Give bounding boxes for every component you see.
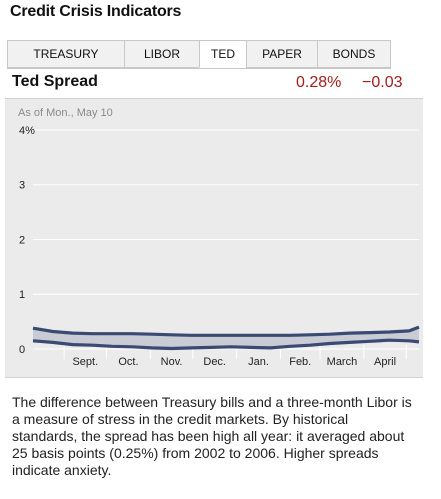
x-tick-label: March bbox=[327, 356, 358, 368]
widget-title: Credit Crisis Indicators bbox=[10, 3, 182, 20]
tab-paper[interactable]: PAPER bbox=[246, 40, 317, 68]
ted-spread-chart: As of Mon., May 10 0 1 2 3 4% Sept. Oct. Nov. De… bbox=[5, 98, 423, 378]
y-tick-label: 3 bbox=[19, 180, 25, 192]
lower-series-line bbox=[32, 338, 420, 351]
y-tick-label: 0 bbox=[19, 344, 25, 356]
x-tick-label: Sept. bbox=[72, 356, 98, 368]
credit-crisis-widget: Credit Crisis Indicators TREASURY LIBOR … bbox=[0, 3, 423, 478]
indicator-name: Ted Spread bbox=[12, 73, 98, 90]
x-tick-label: Dec. bbox=[203, 356, 226, 368]
chart-plot: 0 1 2 3 4% Sept. Oct. Nov. Dec. Jan. Feb. March Apri… bbox=[19, 125, 420, 368]
x-tick-label: April bbox=[374, 356, 396, 368]
x-tick-label: Oct. bbox=[118, 356, 138, 368]
tab-libor[interactable]: LIBOR bbox=[124, 40, 199, 68]
upper-series-line bbox=[32, 325, 420, 337]
as-of-date: As of Mon., May 10 bbox=[18, 107, 113, 119]
y-tick-label: 4% bbox=[19, 125, 35, 137]
indicator-value: 0.28% bbox=[296, 74, 342, 91]
y-tick-label: 2 bbox=[19, 234, 25, 246]
indicator-description: The difference between Treasury bills an… bbox=[12, 394, 412, 478]
x-tick-label: Jan. bbox=[248, 356, 269, 368]
indicator-header: Ted Spread 0.28% −0.03 bbox=[0, 70, 423, 98]
x-tick-label: Feb. bbox=[289, 356, 311, 368]
indicator-change: −0.03 bbox=[362, 74, 403, 91]
x-tick-label: Nov. bbox=[161, 356, 183, 368]
tab-bonds[interactable]: BONDS bbox=[317, 40, 391, 68]
tab-treasury[interactable]: TREASURY bbox=[7, 40, 124, 68]
y-tick-label: 1 bbox=[19, 289, 25, 301]
indicator-tabs: TREASURY LIBOR TED PAPER BONDS bbox=[7, 40, 391, 69]
tab-ted[interactable]: TED bbox=[199, 40, 246, 68]
